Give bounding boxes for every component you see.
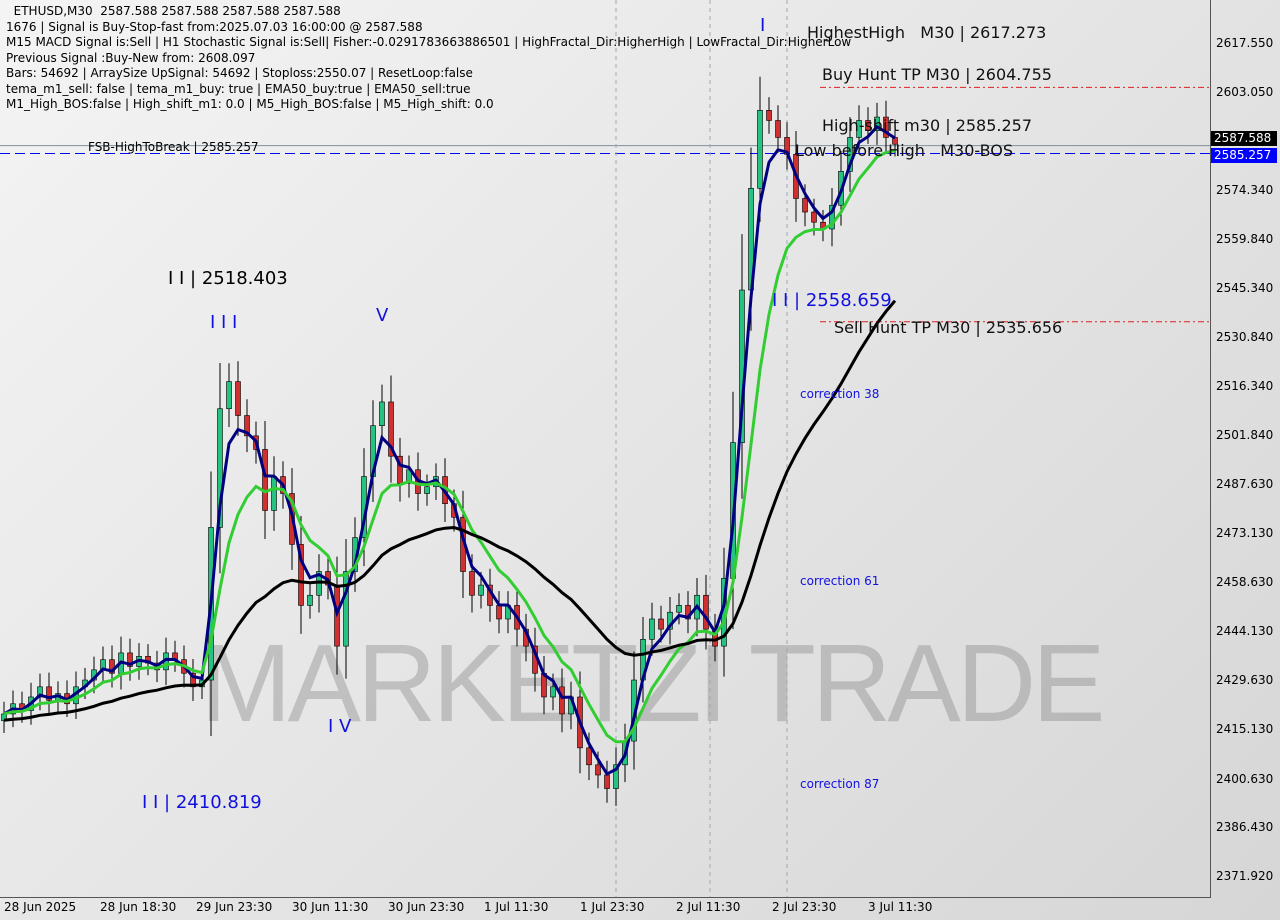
candle [775,120,781,138]
y-tick-label: 2415.130 [1216,722,1274,737]
y-tick-label: 2530.840 [1216,330,1274,345]
candle [829,204,835,230]
candle [217,408,223,528]
y-tick-label: 2473.130 [1216,525,1274,540]
candle [811,211,817,223]
candle [703,594,709,630]
candle [379,401,385,426]
info-line: Bars: 54692 | ArraySize UpSignal: 54692 … [6,66,473,80]
candle [244,415,250,437]
candle [424,486,430,494]
candle [757,109,763,189]
y-tick-label: 2516.340 [1216,379,1274,394]
y-tick-label: 2386.430 [1216,819,1274,834]
x-tick-label: 2 Jul 11:30 [676,900,741,914]
price-chart[interactable] [0,0,1211,898]
y-tick-label: 2458.630 [1216,574,1274,589]
candle [676,605,682,613]
candle [262,449,268,511]
y-tick-label: 2617.550 [1216,36,1274,50]
low-before-high-label: Low before High M30-BOS [795,141,1014,160]
candle [550,686,556,698]
wave-iv-label: I V [328,716,352,737]
candle [478,584,484,596]
y-tick-label: 2603.050 [1216,85,1274,100]
candle [586,747,592,766]
candle [883,116,889,138]
candle [658,618,664,630]
candle [226,381,232,410]
correction-87-label: correction 87 [800,777,880,791]
candle [847,137,853,172]
info-line: ETHUSD,M30 2587.588 2587.588 2587.588 25… [6,4,341,18]
info-panel: ETHUSD,M30 2587.588 2587.588 2587.588 25… [6,4,851,113]
correction-38-label: correction 38 [800,387,880,401]
candle [856,120,862,138]
wave-ii-low-label: I I | 2410.819 [142,792,262,813]
x-tick-label: 3 Jul 11:30 [868,900,933,914]
candle [307,594,313,606]
x-tick-label: 29 Jun 23:30 [196,900,273,914]
current-price-tag: 2587.588 [1211,131,1277,146]
candle [46,686,52,701]
candle [613,764,619,789]
y-tick-label: 2574.340 [1216,182,1274,197]
y-tick-label: 2559.840 [1216,231,1274,246]
candle [802,198,808,213]
candle [559,686,565,715]
candle [127,652,133,667]
x-tick-label: 28 Jun 2025 [4,900,77,914]
y-tick-label: 2487.630 [1216,476,1274,491]
y-tick-label: 2501.840 [1216,428,1274,443]
candle [235,381,241,416]
candle [298,544,304,606]
info-line: 1676 | Signal is Buy-Stop-fast from:2025… [6,19,423,34]
info-line: Previous Signal :Buy-New from: 2608.097 [6,50,256,65]
correction-61-label: correction 61 [800,574,880,588]
buy-hunt-label: Buy Hunt TP M30 | 2604.755 [822,65,1052,84]
candle [190,672,196,688]
x-tick-label: 1 Jul 11:30 [484,900,549,914]
y-tick-label: 2545.340 [1216,280,1274,295]
x-tick-label: 1 Jul 23:30 [580,900,645,914]
high-shift-label: High-shift m30 | 2585.257 [822,116,1033,135]
level-price-tag: 2585.257 [1211,148,1277,163]
candle [865,120,871,131]
wave-v-label: V [376,305,389,326]
y-tick-label: 2400.630 [1216,771,1274,786]
candle [649,618,655,640]
sell-hunt-label: Sell Hunt TP M30 | 2535.656 [834,318,1063,337]
x-tick-label: 30 Jun 23:30 [388,900,465,914]
watermark-logo: MARKETZI TRADE [200,622,1106,745]
candle [604,774,610,789]
wave-i-label: I [760,15,766,36]
y-tick-label: 2371.920 [1216,869,1274,883]
candle [271,476,277,511]
candle [874,116,880,131]
candle [388,401,394,457]
wave-iii-label: I I I [210,312,238,333]
info-line: tema_m1_sell: false | tema_m1_buy: true … [6,81,471,96]
candle [595,764,601,776]
ema-slow-line [3,299,897,722]
x-tick-label: 28 Jun 18:30 [100,900,177,914]
highest-high-label: HighestHigh M30 | 2617.273 [807,23,1047,42]
info-line: M15 MACD Signal is:Sell | H1 Stochastic … [6,35,852,49]
wave-ii-high-label: I I | 2518.403 [168,268,288,289]
x-tick-label: 2 Jul 23:30 [772,900,837,914]
candle [469,571,475,596]
y-tick-label: 2444.130 [1216,624,1274,639]
fsb-label: FSB-HighToBreak | 2585.257 [88,140,259,154]
candle [343,571,349,647]
y-tick-label: 2429.630 [1216,673,1274,688]
wave-ii-mid-label: I I | 2558.659 [772,290,892,311]
candle [496,605,502,620]
ema-fast-line [3,124,896,776]
candle [766,109,772,121]
x-tick-label: 30 Jun 11:30 [292,900,369,914]
ema-mid-line [3,149,896,744]
info-line: M1_High_BOS:false | High_shift_m1: 0.0 |… [6,97,494,111]
